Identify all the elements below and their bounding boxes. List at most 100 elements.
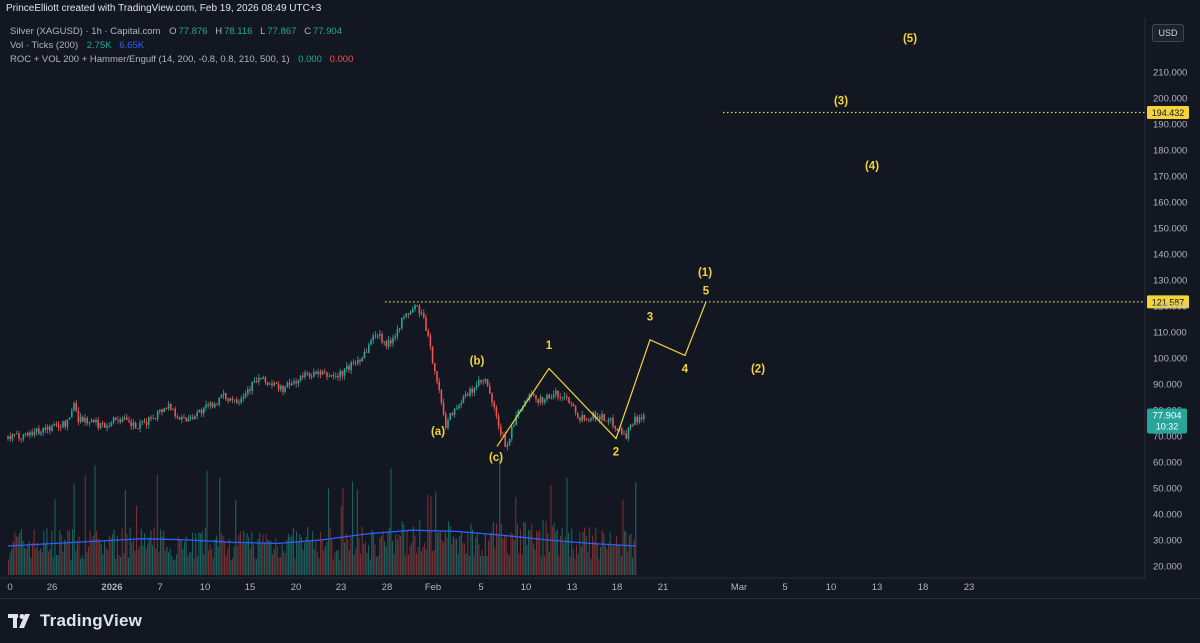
volume-bar (22, 540, 24, 575)
candle-body (90, 419, 93, 423)
candle-body (297, 380, 300, 384)
volume-bar (348, 550, 350, 575)
volume-bar (16, 536, 18, 575)
candle-body (467, 394, 469, 396)
volume-bar (236, 545, 238, 575)
volume-bar (328, 488, 330, 575)
candle-body (409, 312, 412, 315)
candle-body (348, 365, 350, 371)
candle-body (115, 417, 117, 420)
y-tick-label: 150.000 (1153, 224, 1187, 235)
candle-body (183, 416, 185, 418)
volume-bar (544, 556, 546, 575)
volume-bar (528, 529, 530, 575)
volume-bar (462, 542, 464, 575)
volume-bar (14, 532, 16, 575)
volume-bar (203, 554, 205, 575)
x-tick-label: 23 (964, 582, 975, 593)
last-price-tag (1147, 408, 1187, 434)
y-tick-label: 170.000 (1153, 172, 1187, 183)
volume-bar (408, 554, 410, 575)
candle-body (20, 438, 22, 440)
volume-bar (464, 543, 466, 575)
volume-bar (537, 531, 539, 575)
candle-body (42, 427, 44, 433)
volume-bar (108, 535, 110, 575)
candle-body (152, 418, 154, 420)
candle-body (425, 317, 427, 331)
candle-body (172, 408, 174, 410)
volume-bar (572, 549, 574, 575)
volume-bar (382, 531, 384, 575)
volume-bar (308, 541, 310, 575)
volume-bar (224, 541, 226, 575)
candle-body (414, 305, 416, 309)
x-tick-label: 20 (291, 582, 302, 593)
volume-bar (280, 556, 282, 575)
candle-body (491, 393, 493, 403)
candle-body (376, 335, 379, 337)
candle-body (583, 414, 586, 420)
candle-body (313, 371, 315, 377)
chart-area[interactable]: 194.432 121.587 (a) (b) (c) 1 2 3 4 5 (1) (2) (3) (4… (0, 18, 1200, 598)
volume-bar (324, 545, 326, 575)
volume-bar (505, 534, 507, 575)
candle-body (264, 377, 267, 382)
candle-body (57, 424, 60, 428)
candle-body (515, 415, 517, 426)
volume-bar (520, 529, 522, 575)
candle-body (62, 421, 64, 428)
candle-body (255, 380, 258, 382)
candle-body (44, 427, 47, 430)
volume-bar (222, 535, 224, 575)
label-layer: (a) (b) (c) 1 2 3 4 5 (1) (2) (3) (4) (5) (431, 33, 917, 464)
volume-bar (52, 557, 54, 575)
volume-bar (27, 545, 29, 575)
volume-bar (400, 536, 402, 575)
volume-bar (105, 547, 107, 575)
indicator-name[interactable]: ROC + VOL 200 + Hammer/Engulf (14, 200, … (10, 54, 290, 65)
candle-body (429, 335, 432, 347)
candle-body (354, 363, 357, 364)
x-tick-label: 18 (918, 582, 929, 593)
volume-bar (518, 553, 520, 575)
candle-body (559, 396, 561, 398)
volume-bar (574, 558, 576, 575)
candle-body (412, 308, 414, 313)
candle-body (585, 419, 588, 421)
volume-indicator-name[interactable]: Vol · Ticks (200) (10, 40, 79, 51)
volume-bar (44, 542, 46, 575)
volume-bar (484, 534, 486, 575)
volume-bar (262, 534, 264, 575)
candle-body (346, 365, 348, 369)
candle-body (359, 360, 361, 362)
candle-body (513, 425, 515, 427)
candle-body (561, 397, 564, 398)
volume-bar (156, 474, 158, 575)
volume-bar (169, 548, 171, 575)
symbol-name[interactable]: Silver (XAGUSD) · 1h · Capital.com (10, 26, 161, 37)
candle-body (511, 426, 513, 439)
candle-body (266, 381, 269, 385)
volume-bar (121, 528, 123, 575)
candle-body (508, 438, 511, 445)
candle-body (185, 417, 187, 422)
candle-body (588, 420, 590, 422)
candle-body (537, 399, 539, 403)
volume-bar (9, 552, 11, 575)
currency-button[interactable]: USD (1152, 24, 1184, 42)
candle-body (385, 341, 388, 347)
volume-bar (443, 542, 445, 575)
candle-body (638, 417, 641, 423)
candle-body (629, 424, 632, 428)
candle-body (627, 427, 630, 439)
chart-attribution: PrinceElliott created with TradingView.c… (6, 3, 322, 14)
volume-bar (36, 542, 38, 575)
volume-bar (427, 494, 429, 575)
tradingview-logo[interactable]: TradingView (8, 611, 142, 631)
volume-bar (331, 538, 333, 575)
volume-ma-line (7, 529, 637, 547)
candle-body (339, 370, 341, 378)
candle-body (390, 339, 392, 344)
